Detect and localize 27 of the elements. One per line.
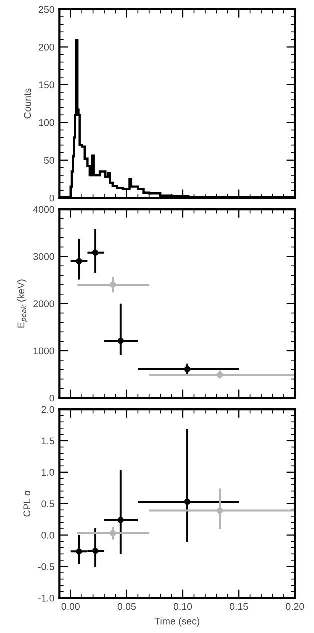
y-axis-title: E$_{peak}$ (keV) bbox=[18, 280, 28, 328]
y-tick-label: 100 bbox=[39, 119, 54, 126]
y-tick-label: 0 bbox=[50, 394, 54, 402]
x-tick-label: 0.10 bbox=[174, 603, 192, 610]
y-tick-label: 50 bbox=[44, 157, 54, 164]
y-axis-title: Counts bbox=[24, 88, 32, 119]
x-tick-label: 0.15 bbox=[230, 603, 248, 610]
y-tick-label: 150 bbox=[39, 82, 54, 89]
y-tick-label: 2000 bbox=[34, 300, 54, 308]
y-tick-label: -1.0 bbox=[38, 594, 54, 602]
y-tick-label: 3000 bbox=[34, 253, 54, 260]
y-tick-label: -0.5 bbox=[38, 563, 54, 570]
x-axis-title: Time (sec) bbox=[154, 618, 200, 627]
y-tick-label: 0 bbox=[50, 194, 54, 202]
y-tick-label: 250 bbox=[39, 6, 54, 14]
y-tick-label: 1000 bbox=[34, 348, 54, 355]
y-tick-label: 1.5 bbox=[42, 438, 54, 445]
y-tick-label: 1.0 bbox=[42, 469, 54, 476]
y-tick-label: 0.0 bbox=[42, 532, 54, 539]
x-tick-label: 0.00 bbox=[62, 603, 80, 610]
x-tick-label: 0.20 bbox=[286, 603, 304, 610]
y-tick-label: 0.5 bbox=[42, 500, 54, 508]
y-tick-label: 2.0 bbox=[42, 406, 54, 414]
y-axis-title: CPL α bbox=[24, 490, 31, 517]
x-tick-label: 0.05 bbox=[118, 603, 136, 610]
y-tick-label: 200 bbox=[39, 44, 54, 51]
y-tick-label: 4000 bbox=[33, 206, 54, 214]
